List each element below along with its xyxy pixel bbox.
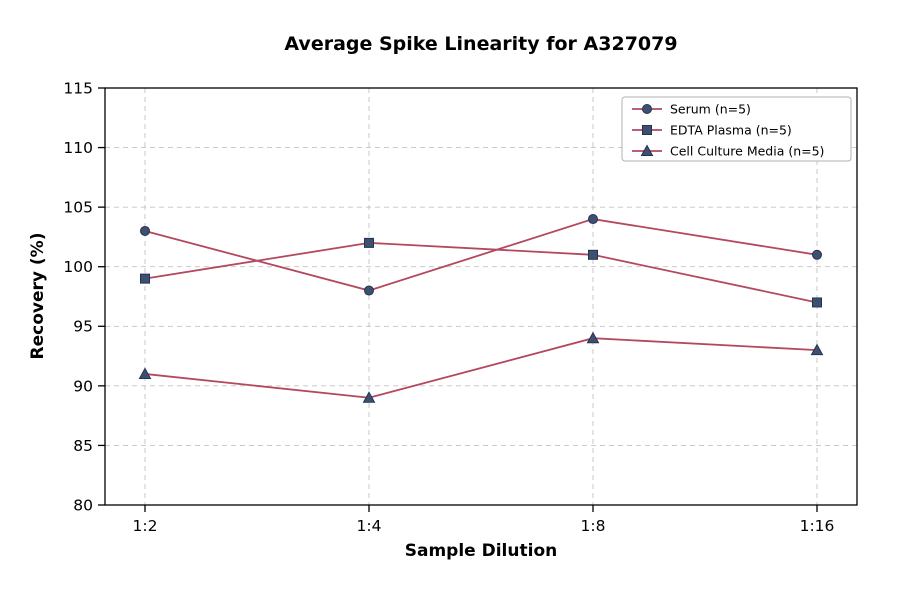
- svg-text:85: 85: [73, 437, 93, 455]
- legend: Serum (n=5) EDTA Plasma (n=5) Cell Culture…: [621, 96, 852, 162]
- svg-text:105: 105: [63, 199, 93, 217]
- svg-text:100: 100: [63, 258, 93, 276]
- svg-text:95: 95: [73, 318, 93, 336]
- svg-text:1:16: 1:16: [800, 517, 835, 535]
- svg-text:80: 80: [73, 496, 93, 514]
- y-axis-ticks: 80 85 90 95 100 105 110 115: [63, 79, 105, 514]
- axes-spines: [104, 87, 858, 506]
- series-cell-culture-media-n-5: [138, 331, 824, 403]
- gridlines: [105, 87, 857, 506]
- svg-text:1:8: 1:8: [581, 517, 606, 535]
- svg-text:1:4: 1:4: [357, 517, 382, 535]
- x-axis-ticks: 1:2 1:4 1:8 1:16: [133, 505, 835, 535]
- svg-text:110: 110: [63, 139, 93, 157]
- svg-text:90: 90: [73, 377, 93, 395]
- x-axis-label: Sample Dilution: [404, 541, 558, 561]
- svg-text:1:2: 1:2: [133, 517, 158, 535]
- series-serum-n-5: [140, 214, 822, 296]
- svg-text:115: 115: [63, 79, 93, 97]
- svg-text:Serum (n=5): Serum (n=5): [670, 101, 751, 116]
- svg-text:EDTA Plasma (n=5): EDTA Plasma (n=5): [670, 122, 792, 137]
- svg-text:Cell Culture Media (n=5): Cell Culture Media (n=5): [670, 143, 824, 158]
- series-edta-plasma-n-5: [140, 237, 822, 308]
- chart-title: Average Spike Linearity for A327079: [284, 33, 678, 55]
